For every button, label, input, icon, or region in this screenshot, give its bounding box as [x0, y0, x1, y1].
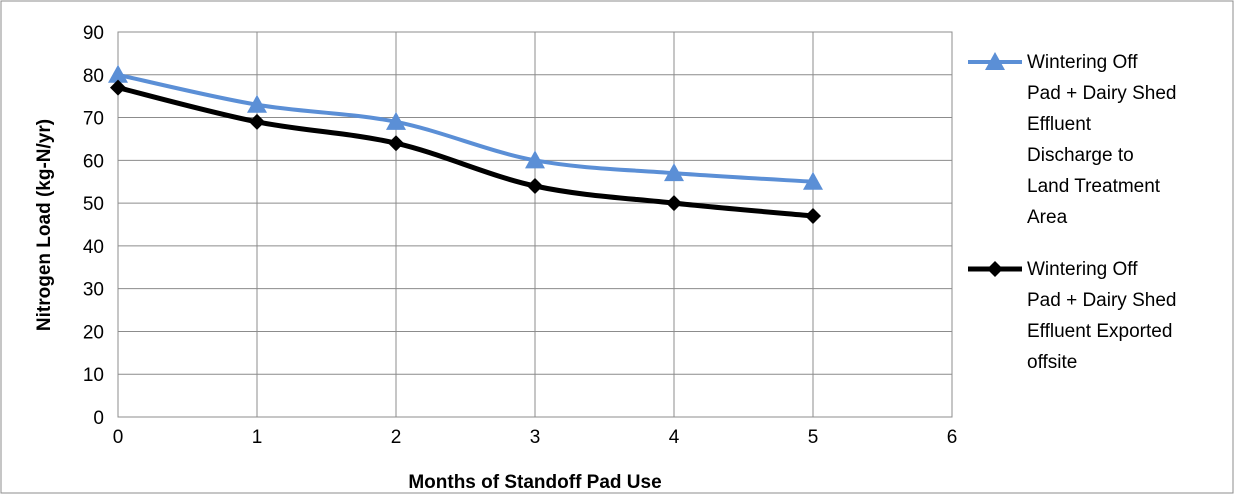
data-point-triangle — [108, 64, 128, 83]
data-point-triangle — [664, 163, 684, 182]
y-tick-label: 10 — [83, 365, 104, 386]
y-tick-label: 60 — [83, 151, 104, 172]
x-tick-label: 0 — [113, 427, 124, 448]
legend-item-1: Wintering Off Pad + Dairy Shed Effluent Dis… — [968, 52, 1176, 228]
legend-label-line: Area — [1027, 207, 1068, 228]
data-point-triangle — [525, 150, 545, 169]
data-point-triangle — [803, 171, 823, 190]
data-point-diamond — [110, 79, 126, 96]
series-layer — [108, 64, 823, 224]
y-tick-label: 70 — [83, 109, 104, 130]
legend-label-line: Wintering Off — [1027, 259, 1138, 280]
series-line — [117, 72, 814, 184]
data-point-triangle — [386, 111, 406, 130]
y-tick-label: 50 — [83, 194, 104, 215]
data-point-diamond — [666, 195, 682, 212]
y-tick-label: 0 — [93, 408, 104, 429]
legend: Wintering Off Pad + Dairy Shed Effluent Dis… — [968, 52, 1176, 373]
y-tick-label: 20 — [83, 322, 104, 343]
legend-label-line: Effluent — [1027, 114, 1092, 135]
legend-label-line: Effluent Exported — [1027, 321, 1172, 342]
data-point-triangle — [247, 94, 267, 113]
legend-item-2: Wintering Off Pad + Dairy Shed Effluent Ex… — [968, 259, 1176, 373]
data-point-diamond — [805, 207, 821, 224]
series-1 — [108, 64, 823, 190]
x-axis-ticks: 0 1 2 3 4 5 6 — [113, 427, 958, 448]
legend-swatch-marker — [985, 52, 1005, 70]
data-point-diamond — [527, 178, 543, 194]
series-line — [117, 85, 814, 219]
x-tick-label: 1 — [252, 427, 263, 448]
legend-label-line: offsite — [1027, 352, 1077, 373]
legend-label-line: Pad + Dairy Shed — [1027, 83, 1176, 104]
legend-label-line: Land Treatment — [1027, 176, 1161, 197]
data-point-diamond — [249, 113, 265, 130]
y-axis-ticks: 0 10 20 30 40 50 60 70 80 90 — [83, 23, 104, 429]
gridlines — [117, 31, 953, 418]
legend-swatch-marker — [987, 261, 1003, 277]
x-tick-label: 5 — [808, 427, 819, 448]
x-tick-label: 4 — [669, 427, 680, 448]
data-point-diamond — [388, 135, 404, 152]
x-tick-label: 2 — [391, 427, 402, 448]
x-tick-label: 6 — [947, 427, 958, 448]
legend-label-line: Discharge to — [1027, 145, 1134, 166]
x-axis-title: Months of Standoff Pad Use — [408, 472, 661, 493]
legend-label-line: Pad + Dairy Shed — [1027, 290, 1176, 311]
legend-label-line: Wintering Off — [1027, 52, 1138, 73]
y-tick-label: 30 — [83, 280, 104, 301]
x-tick-label: 3 — [530, 427, 541, 448]
y-tick-label: 80 — [83, 66, 104, 87]
series-2 — [110, 79, 821, 224]
y-axis-title: Nitrogen Load (kg-N/yr) — [34, 119, 55, 331]
y-tick-label: 90 — [83, 23, 104, 44]
y-tick-label: 40 — [83, 237, 104, 258]
